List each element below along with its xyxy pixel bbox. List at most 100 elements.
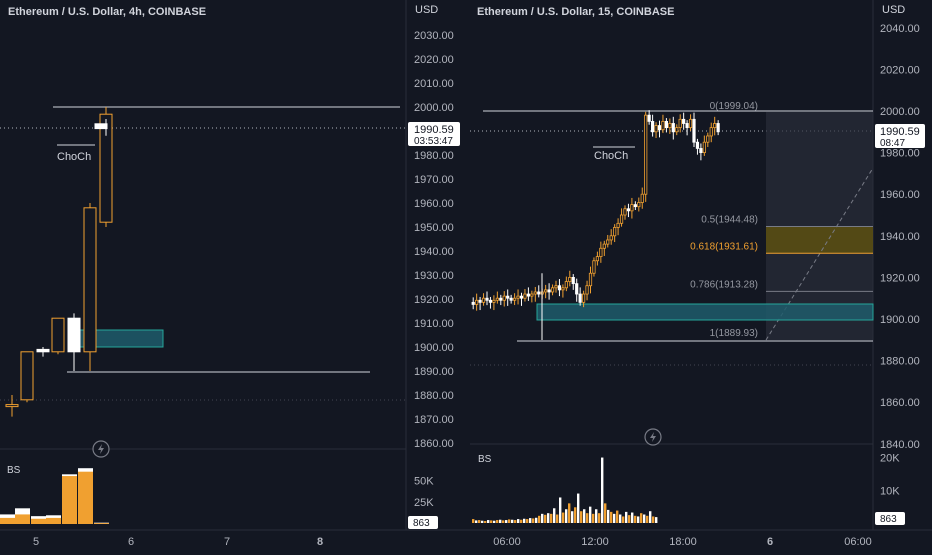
candle-body	[516, 295, 520, 299]
candle	[606, 234, 610, 248]
candle	[94, 119, 108, 136]
right-time-tick: 12:00	[581, 536, 609, 548]
candle	[485, 291, 489, 306]
candle-body	[547, 289, 551, 293]
candle-body	[485, 297, 489, 301]
candle	[661, 114, 665, 134]
left-lightning-marker[interactable]	[92, 440, 110, 458]
candle-body	[530, 293, 534, 297]
right-price-tick: 1940.00	[880, 231, 920, 243]
volume-bar	[541, 513, 544, 523]
candle	[616, 218, 620, 236]
volume-bar	[559, 497, 562, 523]
right-price-axis[interactable]: 2040.00 2020.00 2000.00 1980.00 1960.00 1940.…	[880, 23, 920, 451]
candle	[702, 135, 706, 156]
right-pane[interactable]: Ethereum / U.S. Dollar, 15, COINBASE USD…	[470, 0, 925, 548]
candle-body	[595, 256, 600, 262]
volume-bar	[637, 516, 640, 523]
volume-bar	[586, 513, 589, 523]
volume-bar	[577, 493, 580, 523]
candle-body	[571, 276, 575, 285]
candle	[578, 287, 582, 306]
volume-bar	[523, 518, 526, 523]
candle-body	[588, 272, 593, 287]
candle-body	[478, 299, 482, 303]
candle-body	[647, 114, 651, 122]
volume-bar	[580, 511, 583, 523]
right-choch-label: ChoCh	[594, 150, 628, 162]
candle	[633, 201, 637, 211]
volume-bar-buy	[31, 518, 46, 524]
volume-bar	[520, 519, 523, 523]
right-volume-tick: 20K	[880, 453, 900, 465]
volume-bar	[613, 513, 616, 523]
left-price-tick: 1980.00	[414, 150, 454, 162]
fib-retracement[interactable]: 0(1999.04) 0.5(1944.48) 0.618(1931.61) 0.78…	[690, 101, 873, 339]
fib-golden-zone[interactable]	[766, 226, 873, 253]
volume-bar	[598, 513, 601, 523]
volume-bar	[622, 516, 625, 523]
candle	[544, 284, 548, 299]
right-time-tick: 06:00	[493, 536, 521, 548]
left-volume-tick: 50K	[414, 475, 434, 487]
candle	[695, 138, 700, 155]
candle	[513, 293, 517, 306]
candle	[547, 283, 551, 300]
right-volume-badge-bg	[875, 512, 905, 525]
volume-bar-buy	[15, 514, 30, 524]
right-volume-bars	[472, 457, 658, 523]
candle	[475, 293, 479, 311]
right-price-tick: 2000.00	[880, 106, 920, 118]
candle-body	[626, 208, 631, 212]
candle	[575, 278, 579, 302]
right-lightning-marker[interactable]	[644, 428, 662, 446]
candle-body	[668, 123, 672, 129]
candle	[685, 120, 689, 136]
volume-bar-buy	[0, 517, 15, 524]
candle-body	[602, 243, 606, 249]
candle-body	[699, 148, 703, 154]
fib-level-label: 0.5(1944.48)	[701, 214, 758, 225]
volume-bar	[538, 515, 541, 523]
candle	[675, 124, 679, 136]
candle	[550, 284, 555, 296]
volume-bar	[553, 508, 556, 523]
volume-bar	[625, 511, 628, 523]
candle-body	[5, 404, 19, 408]
left-volume-badge: 863	[408, 516, 438, 529]
candle-body	[716, 123, 720, 133]
left-time-axis[interactable]: 5 6 7 8	[33, 536, 323, 548]
volume-bar	[562, 512, 565, 523]
volume-bar	[628, 515, 631, 523]
candle-body	[623, 208, 627, 216]
candle-body	[492, 299, 496, 303]
left-choch-label: ChoCh	[57, 151, 91, 163]
right-price-badge: 1990.59 08:47	[875, 124, 925, 149]
volume-bar	[535, 517, 538, 523]
right-time-axis[interactable]: 06:00 12:00 18:00 6 06:00	[493, 536, 872, 548]
candle	[533, 286, 537, 302]
right-candles	[471, 110, 720, 340]
right-price-badge-value: 1990.59	[880, 126, 920, 138]
candle-body	[67, 317, 81, 353]
candle	[582, 290, 586, 308]
right-demand-zone[interactable]	[536, 303, 874, 321]
right-volume-badge-value: 863	[880, 514, 897, 525]
candle	[557, 279, 562, 297]
candle-body	[523, 293, 527, 299]
candle-body	[616, 222, 620, 228]
candle	[647, 110, 651, 125]
candle-body	[513, 297, 517, 301]
candle	[67, 313, 81, 371]
candle	[651, 114, 655, 137]
candle-body	[561, 287, 565, 291]
volume-bar	[487, 520, 490, 523]
volume-bar	[652, 516, 655, 523]
left-demand-zone[interactable]	[68, 329, 164, 348]
candle-body	[568, 276, 572, 282]
volume-bar	[601, 457, 604, 523]
left-price-tick: 1860.00	[414, 438, 454, 450]
